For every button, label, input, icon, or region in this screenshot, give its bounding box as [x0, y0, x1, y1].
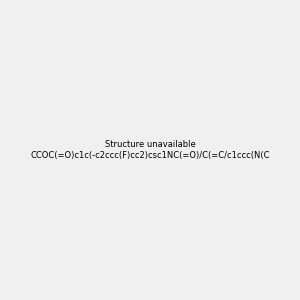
Text: Structure unavailable
CCOC(=O)c1c(-c2ccc(F)cc2)csc1NC(=O)/C(=C/c1ccc(N(C: Structure unavailable CCOC(=O)c1c(-c2ccc… — [30, 140, 270, 160]
